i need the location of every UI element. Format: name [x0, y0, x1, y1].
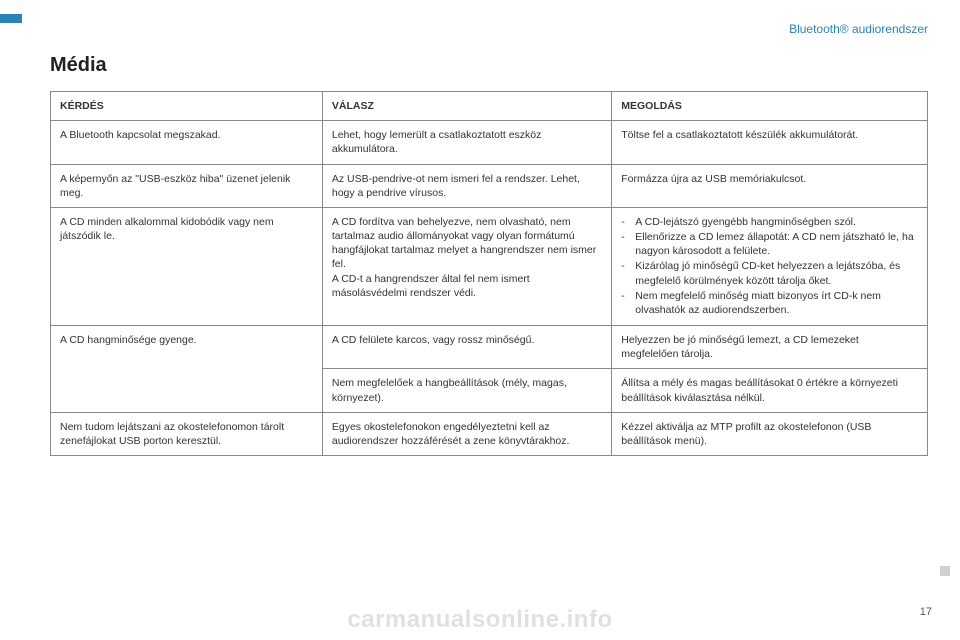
list-item: Kizárólag jó minőségű CD-ket helyezzen a… [621, 259, 918, 287]
cell-solution: A CD-lejátszó gyengébb hangminőségben sz… [612, 207, 928, 325]
cell-question: Nem tudom lejátszani az okostelefonomon … [51, 412, 323, 455]
col-question: KÉRDÉS [51, 92, 323, 121]
cell-question: A CD minden alkalommal kidobódik vagy ne… [51, 207, 323, 325]
table-header-row: KÉRDÉS VÁLASZ MEGOLDÁS [51, 92, 928, 121]
cell-solution: Formázza újra az USB memóriakulcsot. [612, 164, 928, 207]
solution-list: A CD-lejátszó gyengébb hangminőségben sz… [621, 215, 918, 317]
table-row: A Bluetooth kapcsolat megszakad. Lehet, … [51, 121, 928, 164]
cell-question: A Bluetooth kapcsolat megszakad. [51, 121, 323, 164]
cell-question: A képernyőn az "USB-eszköz hiba" üzenet … [51, 164, 323, 207]
section-header: Bluetooth® audiorendszer [789, 22, 928, 36]
cell-solution: Helyezzen be jó minőségű lemezt, a CD le… [612, 326, 928, 369]
cell-answer: Az USB-pendrive-ot nem ismeri fel a rend… [322, 164, 611, 207]
cell-solution: Állítsa a mély és magas beállításokat 0 … [612, 369, 928, 412]
cell-answer: Lehet, hogy lemerült a csatlakoztatott e… [322, 121, 611, 164]
table-row: A CD minden alkalommal kidobódik vagy ne… [51, 207, 928, 325]
cell-solution: Töltse fel a csatlakoztatott készülék ak… [612, 121, 928, 164]
cell-answer: Nem megfelelőek a hangbeállítások (mély,… [322, 369, 611, 412]
page-accent-tab [0, 14, 22, 23]
list-item: Ellenőrizze a CD lemez állapotát: A CD n… [621, 230, 918, 258]
col-solution: MEGOLDÁS [612, 92, 928, 121]
cell-answer: A CD fordítva van behelyezve, nem olvash… [322, 207, 611, 325]
table-row: Nem tudom lejátszani az okostelefonomon … [51, 412, 928, 455]
cell-answer: A CD felülete karcos, vagy rossz minőség… [322, 326, 611, 369]
list-item: Nem megfelelő minőség miatt bizonyos írt… [621, 289, 918, 317]
content-area: Média KÉRDÉS VÁLASZ MEGOLDÁS A Bluetooth… [50, 54, 928, 456]
table-row: A képernyőn az "USB-eszköz hiba" üzenet … [51, 164, 928, 207]
watermark: carmanualsonline.info [0, 606, 960, 634]
list-item: A CD-lejátszó gyengébb hangminőségben sz… [621, 215, 918, 229]
cell-question: A CD hangminősége gyenge. [51, 326, 323, 413]
page-title: Média [50, 54, 928, 77]
cell-answer: Egyes okostelefonokon engedélyeztetni ke… [322, 412, 611, 455]
side-marker [940, 566, 950, 576]
cell-solution: Kézzel aktiválja az MTP profilt az okost… [612, 412, 928, 455]
troubleshoot-table: KÉRDÉS VÁLASZ MEGOLDÁS A Bluetooth kapcs… [50, 91, 928, 456]
table-row: A CD hangminősége gyenge. A CD felülete … [51, 326, 928, 369]
col-answer: VÁLASZ [322, 92, 611, 121]
